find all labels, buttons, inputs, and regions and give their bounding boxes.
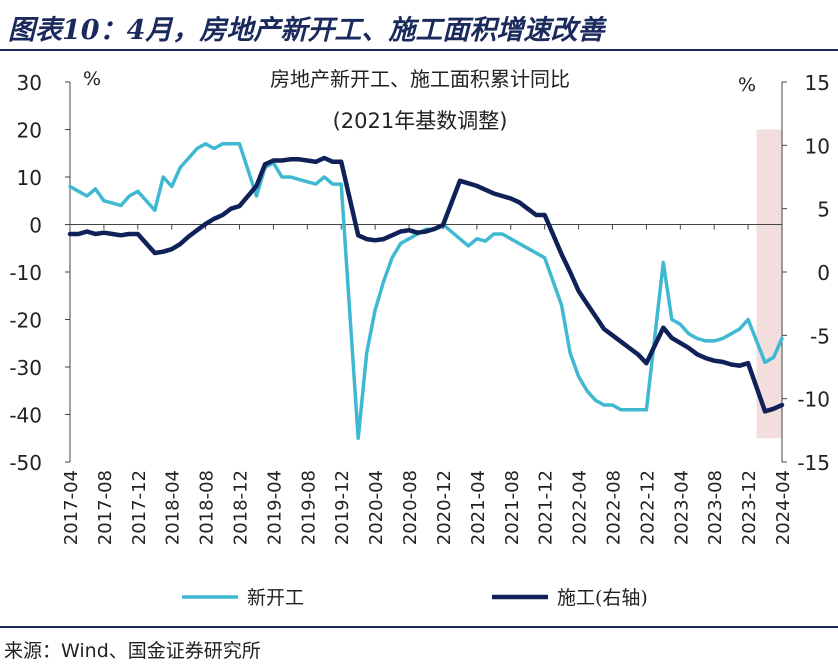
line-chart: 30 20 10 0 -10 -20 -30 -40 -50 15 10 5 0 -5 -10 -15 2017… <box>9 67 830 609</box>
x-tick-label: 2019-08 <box>298 470 319 545</box>
x-tick-label: 2017-08 <box>95 470 116 545</box>
x-tick-label: 2024-04 <box>773 470 794 545</box>
highlight-band <box>756 129 782 439</box>
legend: 新开工 施工(右轴) <box>182 587 648 609</box>
x-tick-label: 2022-12 <box>637 470 658 545</box>
series-line-shigong <box>67 155 785 414</box>
right-tick-label: 10 <box>805 134 830 158</box>
right-tick-label: 15 <box>805 71 830 95</box>
x-tick-label: 2018-08 <box>197 470 218 545</box>
x-tick-label: 2022-04 <box>570 470 591 545</box>
left-axis-unit: % <box>83 68 101 90</box>
left-tick-label: 10 <box>17 166 42 190</box>
left-tick-label: 0 <box>29 214 42 238</box>
legend-label-xingkaigong: 新开工 <box>247 587 304 609</box>
x-tick-label: 2020-04 <box>366 470 387 545</box>
left-tick-label: -20 <box>9 309 42 333</box>
header-divider <box>0 49 838 51</box>
series-line-xingkaigong <box>68 142 784 441</box>
chart-title: 房地产新开工、施工面积累计同比 <box>270 67 570 91</box>
x-tick-label: 2023-04 <box>671 470 692 545</box>
x-tick-label: 2017-12 <box>129 470 150 545</box>
left-tick-label: -40 <box>9 404 42 428</box>
left-tick-label: -10 <box>9 261 42 285</box>
series-lines-group <box>67 142 785 441</box>
x-tick-label: 2021-08 <box>502 470 523 545</box>
legend-label-shigong: 施工(右轴) <box>557 587 648 609</box>
highlight-band-group <box>756 129 782 439</box>
left-tick-label: 30 <box>17 71 42 95</box>
figure-title: 图表10：4月，房地产新开工、施工面积增速改善 <box>8 15 605 46</box>
footer-divider <box>0 626 838 628</box>
figure-header: 图表10：4月，房地产新开工、施工面积增速改善 <box>0 0 838 51</box>
right-tick-label: 5 <box>817 198 830 222</box>
x-tick-label: 2023-08 <box>705 470 726 545</box>
x-tick-label: 2022-08 <box>603 470 624 545</box>
x-tick-label: 2018-04 <box>163 470 184 545</box>
x-tick-label: 2020-12 <box>434 470 455 545</box>
x-tick-label: 2021-04 <box>468 470 489 545</box>
x-tick-label: 2018-12 <box>231 470 252 545</box>
left-tick-label: -50 <box>9 451 42 475</box>
x-tick-label: 2023-12 <box>739 470 760 545</box>
right-tick-label: -5 <box>810 324 830 348</box>
right-tick-label: -10 <box>797 388 830 412</box>
right-tick-label: -15 <box>797 451 830 475</box>
chart-subtitle: (2021年基数调整) <box>333 109 508 133</box>
source-note: 来源：Wind、国金证券研究所 <box>4 640 261 662</box>
x-tick-label: 2020-08 <box>400 470 421 545</box>
x-tick-label: 2019-12 <box>332 470 353 545</box>
x-tick-label: 2021-12 <box>536 470 557 545</box>
left-tick-label: -30 <box>9 356 42 380</box>
right-axis-unit: % <box>738 74 756 96</box>
right-tick-label: 0 <box>817 261 830 285</box>
axes-group: 30 20 10 0 -10 -20 -30 -40 -50 15 10 5 0 -5 -10 -15 2017… <box>9 71 830 545</box>
x-tick-label: 2019-04 <box>264 470 285 545</box>
chart-text-group: 房地产新开工、施工面积累计同比 (2021年基数调整) % % <box>83 67 756 133</box>
left-tick-label: 20 <box>17 119 42 143</box>
x-tick-label: 2017-04 <box>61 470 82 545</box>
